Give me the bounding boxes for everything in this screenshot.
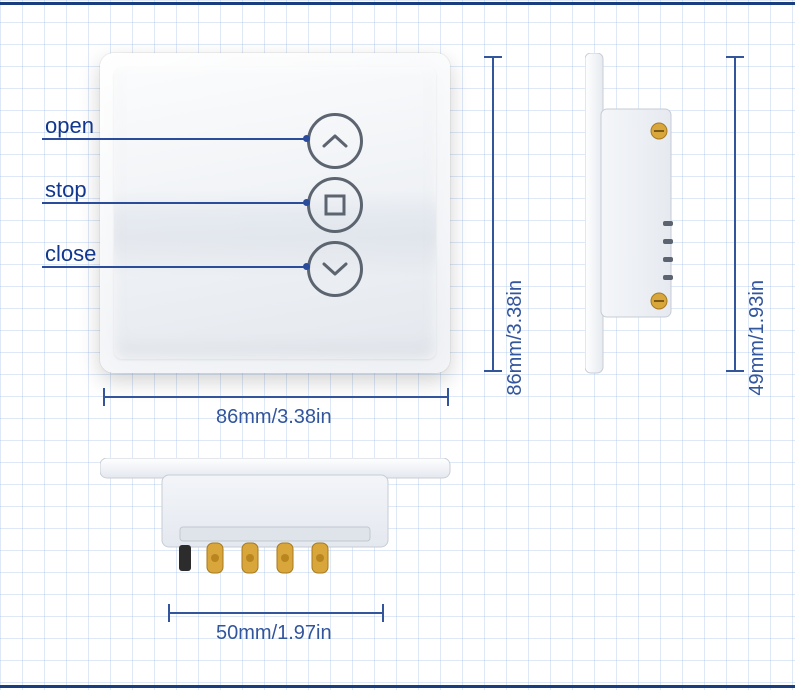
callout-label-stop: stop xyxy=(45,177,87,203)
meas-front-h-capB xyxy=(484,370,502,372)
side-backbox xyxy=(601,109,671,317)
callout-underline-close xyxy=(42,266,107,268)
bottom-rule xyxy=(0,685,795,688)
side-vent-3 xyxy=(663,275,673,280)
callout-underline-stop xyxy=(42,202,107,204)
side-profile xyxy=(585,53,725,383)
open-button[interactable] xyxy=(307,113,363,169)
stop-button[interactable] xyxy=(307,177,363,233)
callout-dot-stop xyxy=(303,199,310,206)
meas-front-h-label: 86mm/3.38in xyxy=(504,280,527,396)
meas-bottom-label: 50mm/1.97in xyxy=(216,622,332,645)
meas-side-capB xyxy=(726,370,744,372)
chevron-down-icon xyxy=(320,259,350,279)
callout-label-open: open xyxy=(45,113,94,139)
meas-side-label: 49mm/1.93in xyxy=(746,280,769,396)
meas-front-w-line xyxy=(103,396,447,398)
side-vent-1 xyxy=(663,239,673,244)
stop-square-icon xyxy=(323,193,347,217)
meas-bottom-line xyxy=(168,612,382,614)
callout-dot-open xyxy=(303,135,310,142)
meas-side-line xyxy=(734,56,736,370)
top-rule xyxy=(0,2,795,5)
terminal-black xyxy=(179,545,191,571)
meas-bottom-capR xyxy=(382,604,384,622)
bottom-profile xyxy=(100,458,460,618)
callout-dot-close xyxy=(303,263,310,270)
callout-label-close: close xyxy=(45,241,96,267)
meas-front-w-label: 86mm/3.38in xyxy=(216,406,332,429)
callout-leader-stop xyxy=(107,202,305,204)
front-panel xyxy=(100,53,450,373)
front-panel-glass xyxy=(114,67,436,359)
callout-leader-open xyxy=(107,138,305,140)
meas-front-w-capR xyxy=(447,388,449,406)
chevron-up-icon xyxy=(320,131,350,151)
side-vent-2 xyxy=(663,257,673,262)
close-button[interactable] xyxy=(307,241,363,297)
callout-leader-close xyxy=(107,266,305,268)
callout-underline-open xyxy=(42,138,107,140)
terminal-slot xyxy=(180,527,370,541)
meas-front-h-line xyxy=(492,56,494,370)
side-vent-0 xyxy=(663,221,673,226)
side-faceplate xyxy=(585,53,603,373)
